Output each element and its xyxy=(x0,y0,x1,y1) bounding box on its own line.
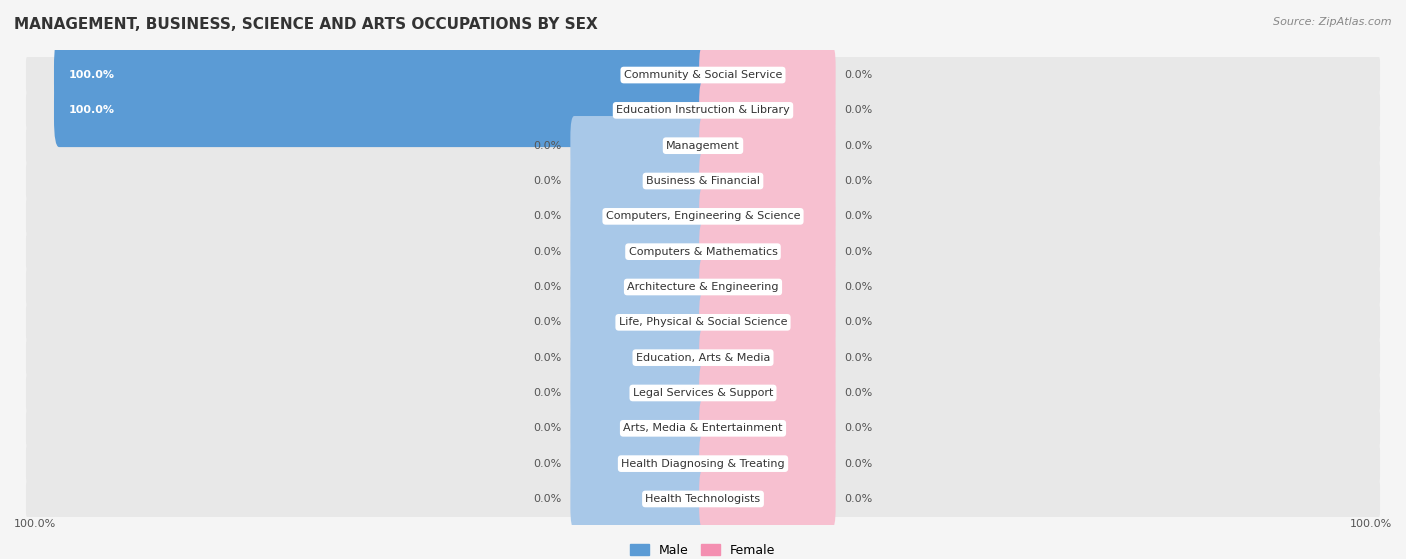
FancyBboxPatch shape xyxy=(571,293,707,352)
Text: 0.0%: 0.0% xyxy=(845,211,873,221)
Text: Source: ZipAtlas.com: Source: ZipAtlas.com xyxy=(1274,17,1392,27)
FancyBboxPatch shape xyxy=(699,116,835,176)
Text: 100.0%: 100.0% xyxy=(69,105,115,115)
FancyBboxPatch shape xyxy=(699,187,835,246)
Text: 0.0%: 0.0% xyxy=(845,282,873,292)
FancyBboxPatch shape xyxy=(25,163,1381,199)
Text: 0.0%: 0.0% xyxy=(845,141,873,151)
Text: Community & Social Service: Community & Social Service xyxy=(624,70,782,80)
FancyBboxPatch shape xyxy=(25,92,1381,129)
FancyBboxPatch shape xyxy=(25,198,1381,234)
Text: 100.0%: 100.0% xyxy=(14,519,56,529)
Text: Education, Arts & Media: Education, Arts & Media xyxy=(636,353,770,363)
Text: 0.0%: 0.0% xyxy=(533,494,561,504)
FancyBboxPatch shape xyxy=(25,375,1381,411)
Text: 0.0%: 0.0% xyxy=(845,388,873,398)
Text: Architecture & Engineering: Architecture & Engineering xyxy=(627,282,779,292)
Text: Management: Management xyxy=(666,141,740,151)
Text: Business & Financial: Business & Financial xyxy=(645,176,761,186)
FancyBboxPatch shape xyxy=(699,399,835,458)
Text: Computers & Mathematics: Computers & Mathematics xyxy=(628,247,778,257)
FancyBboxPatch shape xyxy=(571,328,707,387)
FancyBboxPatch shape xyxy=(25,127,1381,164)
FancyBboxPatch shape xyxy=(53,74,709,147)
Text: Education Instruction & Library: Education Instruction & Library xyxy=(616,105,790,115)
FancyBboxPatch shape xyxy=(699,151,835,211)
FancyBboxPatch shape xyxy=(571,116,707,176)
Text: 0.0%: 0.0% xyxy=(845,423,873,433)
FancyBboxPatch shape xyxy=(571,151,707,211)
Text: Computers, Engineering & Science: Computers, Engineering & Science xyxy=(606,211,800,221)
FancyBboxPatch shape xyxy=(53,39,709,112)
Text: MANAGEMENT, BUSINESS, SCIENCE AND ARTS OCCUPATIONS BY SEX: MANAGEMENT, BUSINESS, SCIENCE AND ARTS O… xyxy=(14,17,598,32)
FancyBboxPatch shape xyxy=(25,304,1381,340)
FancyBboxPatch shape xyxy=(699,293,835,352)
FancyBboxPatch shape xyxy=(571,222,707,281)
FancyBboxPatch shape xyxy=(699,257,835,317)
FancyBboxPatch shape xyxy=(25,269,1381,305)
FancyBboxPatch shape xyxy=(699,434,835,493)
Text: 0.0%: 0.0% xyxy=(533,211,561,221)
Text: Legal Services & Support: Legal Services & Support xyxy=(633,388,773,398)
Text: Life, Physical & Social Science: Life, Physical & Social Science xyxy=(619,318,787,328)
FancyBboxPatch shape xyxy=(699,328,835,387)
Text: 0.0%: 0.0% xyxy=(533,282,561,292)
FancyBboxPatch shape xyxy=(699,222,835,281)
FancyBboxPatch shape xyxy=(25,234,1381,269)
Legend: Male, Female: Male, Female xyxy=(626,539,780,559)
Text: 0.0%: 0.0% xyxy=(845,70,873,80)
FancyBboxPatch shape xyxy=(571,363,707,423)
Text: 0.0%: 0.0% xyxy=(533,318,561,328)
Text: 0.0%: 0.0% xyxy=(845,105,873,115)
Text: 0.0%: 0.0% xyxy=(533,423,561,433)
Text: 0.0%: 0.0% xyxy=(533,141,561,151)
FancyBboxPatch shape xyxy=(699,363,835,423)
FancyBboxPatch shape xyxy=(699,470,835,529)
Text: 100.0%: 100.0% xyxy=(69,70,115,80)
Text: 0.0%: 0.0% xyxy=(845,247,873,257)
FancyBboxPatch shape xyxy=(571,257,707,317)
Text: Arts, Media & Entertainment: Arts, Media & Entertainment xyxy=(623,423,783,433)
Text: 0.0%: 0.0% xyxy=(845,458,873,468)
Text: 0.0%: 0.0% xyxy=(845,494,873,504)
Text: 0.0%: 0.0% xyxy=(845,318,873,328)
FancyBboxPatch shape xyxy=(699,45,835,105)
FancyBboxPatch shape xyxy=(25,340,1381,376)
Text: 0.0%: 0.0% xyxy=(533,176,561,186)
FancyBboxPatch shape xyxy=(699,80,835,140)
Text: 100.0%: 100.0% xyxy=(1350,519,1392,529)
FancyBboxPatch shape xyxy=(571,187,707,246)
Text: Health Technologists: Health Technologists xyxy=(645,494,761,504)
Text: 0.0%: 0.0% xyxy=(533,388,561,398)
FancyBboxPatch shape xyxy=(571,399,707,458)
FancyBboxPatch shape xyxy=(571,434,707,493)
Text: 0.0%: 0.0% xyxy=(845,353,873,363)
FancyBboxPatch shape xyxy=(25,446,1381,482)
Text: 0.0%: 0.0% xyxy=(845,176,873,186)
FancyBboxPatch shape xyxy=(25,57,1381,93)
FancyBboxPatch shape xyxy=(571,470,707,529)
FancyBboxPatch shape xyxy=(25,481,1381,517)
Text: 0.0%: 0.0% xyxy=(533,458,561,468)
Text: 0.0%: 0.0% xyxy=(533,247,561,257)
Text: 0.0%: 0.0% xyxy=(533,353,561,363)
FancyBboxPatch shape xyxy=(25,410,1381,446)
Text: Health Diagnosing & Treating: Health Diagnosing & Treating xyxy=(621,458,785,468)
